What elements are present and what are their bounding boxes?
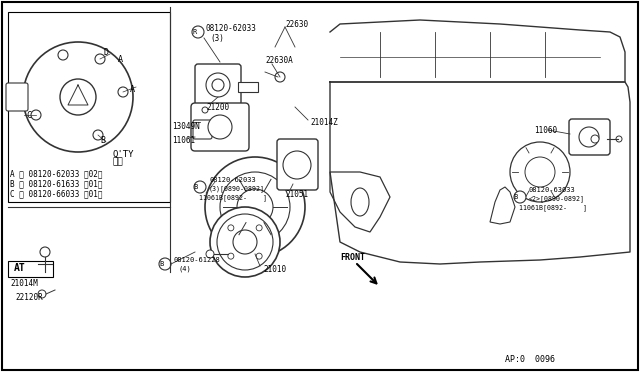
- Circle shape: [192, 26, 204, 38]
- Circle shape: [275, 72, 285, 82]
- Text: 22630: 22630: [285, 19, 308, 29]
- FancyBboxPatch shape: [569, 119, 610, 155]
- FancyBboxPatch shape: [238, 82, 258, 92]
- Circle shape: [60, 79, 96, 115]
- Circle shape: [256, 225, 262, 231]
- Text: (3)[0890-0892]: (3)[0890-0892]: [209, 186, 265, 192]
- Text: <2>[0890-0892]: <2>[0890-0892]: [529, 196, 585, 202]
- Polygon shape: [490, 187, 515, 224]
- FancyBboxPatch shape: [195, 64, 241, 105]
- Circle shape: [206, 73, 230, 97]
- Circle shape: [23, 42, 133, 152]
- Circle shape: [217, 214, 273, 270]
- Text: AT: AT: [14, 263, 26, 273]
- Circle shape: [159, 258, 171, 270]
- Text: 08120-61228: 08120-61228: [174, 257, 221, 263]
- Text: C Ⓑ 08120-66033 ＼01＾: C Ⓑ 08120-66033 ＼01＾: [10, 189, 102, 199]
- Text: 08120-62033: 08120-62033: [206, 23, 257, 32]
- Text: 08120-63033: 08120-63033: [529, 187, 576, 193]
- Text: 22120R: 22120R: [15, 292, 43, 301]
- Text: 21051: 21051: [285, 189, 308, 199]
- Text: R: R: [193, 29, 197, 35]
- Circle shape: [208, 115, 232, 139]
- Text: (3): (3): [210, 33, 224, 42]
- Text: 08120-62033: 08120-62033: [209, 177, 256, 183]
- Circle shape: [206, 250, 214, 258]
- Text: FRONT: FRONT: [340, 253, 365, 262]
- FancyBboxPatch shape: [8, 12, 170, 202]
- FancyBboxPatch shape: [6, 83, 28, 111]
- Text: B: B: [514, 194, 518, 200]
- Text: 11060: 11060: [534, 125, 557, 135]
- Text: B: B: [194, 184, 198, 190]
- Circle shape: [205, 157, 305, 257]
- Circle shape: [40, 247, 50, 257]
- Text: A: A: [118, 55, 123, 64]
- Circle shape: [591, 135, 599, 143]
- Circle shape: [31, 110, 41, 120]
- Text: (4): (4): [178, 266, 191, 272]
- Text: 22630A: 22630A: [265, 55, 292, 64]
- Circle shape: [233, 230, 257, 254]
- Circle shape: [228, 225, 234, 231]
- Text: 21014Z: 21014Z: [310, 118, 338, 126]
- Circle shape: [228, 253, 234, 259]
- Circle shape: [616, 136, 622, 142]
- FancyBboxPatch shape: [193, 120, 212, 139]
- Circle shape: [93, 130, 103, 140]
- Text: B: B: [100, 135, 105, 144]
- Text: 21014M: 21014M: [10, 279, 38, 289]
- FancyBboxPatch shape: [8, 261, 53, 277]
- Text: 11061B[0892-    ]: 11061B[0892- ]: [199, 195, 267, 201]
- Text: 13049N: 13049N: [172, 122, 200, 131]
- Circle shape: [514, 191, 526, 203]
- Text: 21200: 21200: [206, 103, 229, 112]
- Circle shape: [194, 181, 206, 193]
- Text: B Ⓑ 08120-61633 ＼01＾: B Ⓑ 08120-61633 ＼01＾: [10, 180, 102, 189]
- Text: 21010: 21010: [263, 264, 286, 273]
- Circle shape: [220, 172, 290, 242]
- Circle shape: [202, 107, 208, 113]
- Circle shape: [38, 290, 46, 298]
- Circle shape: [118, 87, 128, 97]
- Text: AP:0  0096: AP:0 0096: [505, 356, 555, 365]
- FancyBboxPatch shape: [191, 103, 249, 151]
- Text: Q'TY: Q'TY: [112, 150, 134, 158]
- Circle shape: [210, 207, 280, 277]
- Circle shape: [256, 253, 262, 259]
- Text: C: C: [26, 110, 31, 119]
- Polygon shape: [330, 172, 390, 232]
- Text: 11061: 11061: [172, 135, 195, 144]
- Circle shape: [212, 79, 224, 91]
- Circle shape: [237, 189, 273, 225]
- Circle shape: [579, 127, 599, 147]
- Circle shape: [510, 142, 570, 202]
- Circle shape: [525, 157, 555, 187]
- Circle shape: [58, 50, 68, 60]
- Circle shape: [95, 54, 105, 64]
- Text: 11061B[0892-    ]: 11061B[0892- ]: [519, 205, 587, 211]
- Text: 数量: 数量: [112, 157, 123, 167]
- Circle shape: [283, 151, 311, 179]
- Text: A Ⓑ 08120-62033 ＼02＾: A Ⓑ 08120-62033 ＼02＾: [10, 170, 102, 179]
- Text: B: B: [159, 261, 163, 267]
- FancyBboxPatch shape: [277, 139, 318, 190]
- Text: A: A: [130, 84, 135, 93]
- Ellipse shape: [351, 188, 369, 216]
- Text: D: D: [103, 48, 108, 57]
